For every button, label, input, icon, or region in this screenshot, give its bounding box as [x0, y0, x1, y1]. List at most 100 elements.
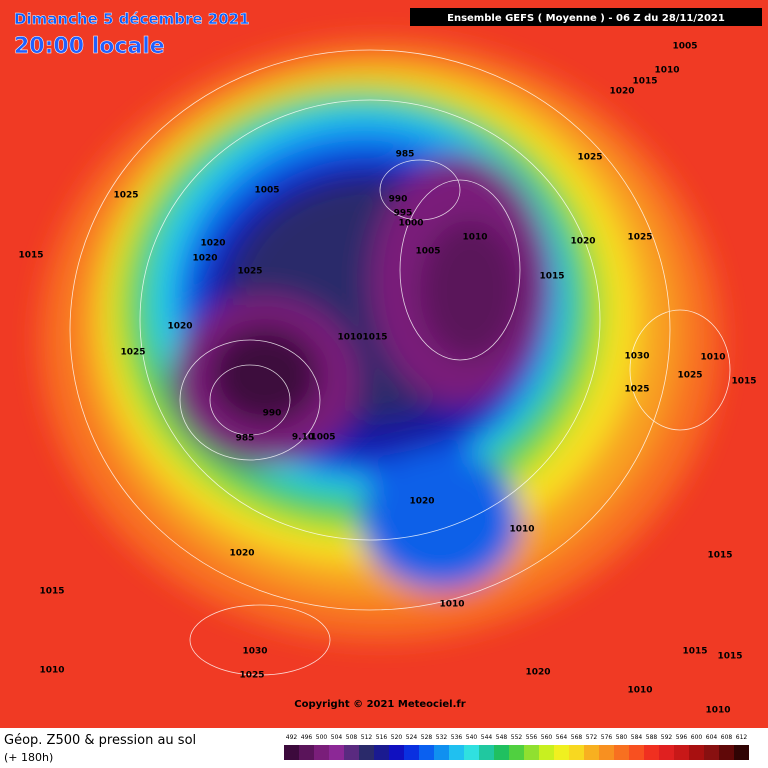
isobar-label: 1015 [539, 272, 564, 282]
isobar-label: 1025 [677, 371, 702, 381]
colorbar-label: 556 [526, 734, 538, 741]
isobar-label: 1010 [462, 233, 487, 243]
colorbar-label: 612 [736, 734, 748, 741]
colorbar-label: 504 [331, 734, 343, 741]
colorbar-swatch [554, 745, 569, 760]
colorbar-swatch [374, 745, 389, 760]
colorbar-label: 500 [316, 734, 328, 741]
colorbar-swatch [659, 745, 674, 760]
colorbar-swatch [674, 745, 689, 760]
isobar-label: 1010 [700, 353, 725, 363]
footer-lead: (+ 180h) [4, 751, 53, 764]
colorbar-label: 544 [481, 734, 493, 741]
isobar-label: 1010 [509, 525, 534, 535]
colorbar-label: 600 [691, 734, 703, 741]
isobar-label: 1030 [242, 647, 267, 657]
isobar-label: 1005 [310, 433, 335, 443]
colorbar-swatch [539, 745, 554, 760]
isobar-label: 1015 [717, 652, 742, 662]
isobar-label: 1025 [577, 153, 602, 163]
isobar-label: 1010 [654, 66, 679, 76]
colorbar-label: 576 [601, 734, 613, 741]
isobar-label: 9.10 [292, 433, 314, 443]
colorbar-swatch [404, 745, 419, 760]
footer-title: Géop. Z500 & pression au sol [4, 733, 196, 748]
isobar-label: 1020 [609, 87, 634, 97]
colorbar-swatch [524, 745, 539, 760]
isobar-label: 1005 [254, 186, 279, 196]
colorbar-label: 588 [646, 734, 658, 741]
isobar-label: 1025 [113, 191, 138, 201]
colorbar-label: 512 [361, 734, 373, 741]
isobar-label: 1025 [120, 348, 145, 358]
colorbar-label: 608 [721, 734, 733, 741]
isobar-label: 1015 [682, 647, 707, 657]
run-label: Ensemble GEFS ( Moyenne ) - 06 Z du 28/1… [447, 13, 725, 24]
colorbar-swatch [479, 745, 494, 760]
colorbar-label: 532 [436, 734, 448, 741]
isobar-label: 1025 [627, 233, 652, 243]
colorbar-swatch [389, 745, 404, 760]
colorbar-label: 580 [616, 734, 628, 741]
isobar-label: 990 [263, 409, 282, 419]
isobar-label: 1015 [707, 551, 732, 561]
isobar-label: 1020 [200, 239, 225, 249]
isobar-label: 1010 [39, 666, 64, 676]
colorbar-label: 528 [421, 734, 433, 741]
colorbar-label: 552 [511, 734, 523, 741]
isobar-label: 1025 [237, 267, 262, 277]
colorbar-label: 572 [586, 734, 598, 741]
isobar-label: 1015 [731, 377, 756, 387]
colorbar-swatch [494, 745, 509, 760]
date-label: Dimanche 5 décembre 2021 [14, 10, 250, 28]
isobar-label: 1030 [624, 352, 649, 362]
isobar-label: 1015 [632, 77, 657, 87]
isobar-label: 1020 [229, 549, 254, 559]
colorbar-label: 568 [571, 734, 583, 741]
colorbar-label: 508 [346, 734, 358, 741]
colorbar-swatch [719, 745, 734, 760]
colorbar-swatch [509, 745, 524, 760]
isobar-label: 1020 [570, 237, 595, 247]
colorbar-label: 584 [631, 734, 643, 741]
isobar-label: 1000 [398, 219, 423, 229]
colorbar-swatch [644, 745, 659, 760]
isobar-label: 1015 [39, 587, 64, 597]
colorbar-swatch [314, 745, 329, 760]
isobar-label: 1005 [672, 42, 697, 52]
isobar-label: 1005 [415, 247, 440, 257]
isobar-label: 1010 [705, 706, 730, 716]
isobar-label: 1025 [239, 671, 264, 681]
isobar-label: 985 [396, 150, 415, 160]
colorbar-swatch [344, 745, 359, 760]
colorbar-label: 496 [301, 734, 313, 741]
isobar-label: 1010 [439, 600, 464, 610]
colorbar-label: 596 [676, 734, 688, 741]
colorbar-swatch [599, 745, 614, 760]
colorbar-swatch [704, 745, 719, 760]
copyright: Copyright © 2021 Meteociel.fr [294, 699, 465, 710]
colorbar-swatch [359, 745, 374, 760]
isobar-label: 1015 [18, 251, 43, 261]
isobar-label: 1025 [624, 385, 649, 395]
colorbar-swatch [449, 745, 464, 760]
colorbar-swatch [584, 745, 599, 760]
colorbar-swatch [284, 745, 299, 760]
colorbar-label: 540 [466, 734, 478, 741]
field [0, 0, 768, 728]
colorbar-label: 536 [451, 734, 463, 741]
colorbar-swatch [329, 745, 344, 760]
colorbar-label: 604 [706, 734, 718, 741]
colorbar-label: 560 [541, 734, 553, 741]
time-label: 20:00 locale [14, 34, 165, 59]
isobar-label: 990 [389, 195, 408, 205]
colorbar-swatch [464, 745, 479, 760]
isobar-label: 1020 [409, 497, 434, 507]
colorbar-swatch [299, 745, 314, 760]
colorbar-swatch [434, 745, 449, 760]
isobar-label: 1010 [627, 686, 652, 696]
colorbar-swatch [569, 745, 584, 760]
colorbar-label: 516 [376, 734, 388, 741]
